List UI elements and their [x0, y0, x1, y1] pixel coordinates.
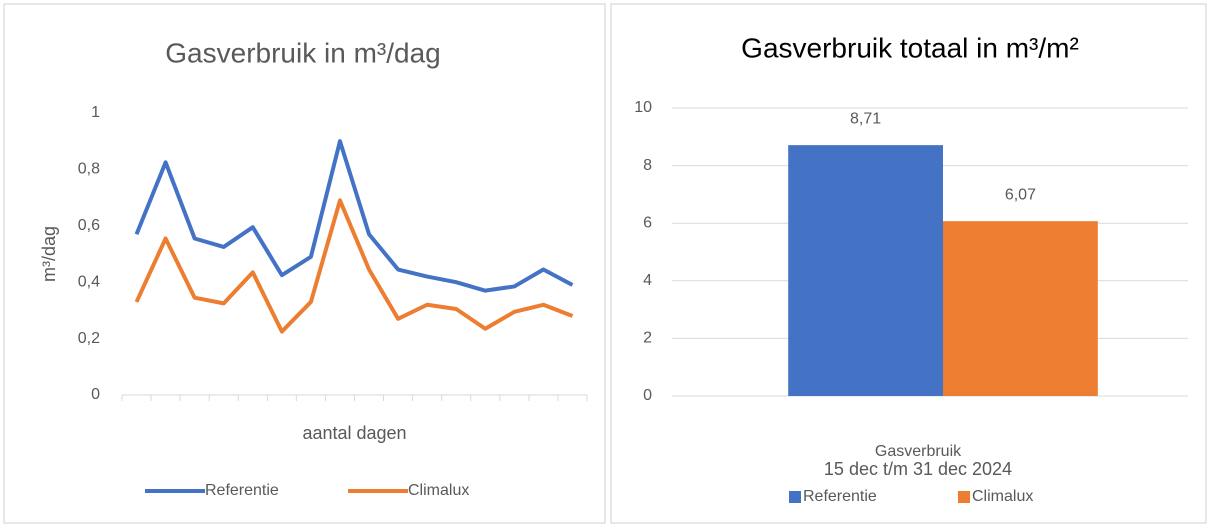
y-tick-label: 0,6: [78, 217, 100, 234]
chart-title: Gasverbruik in m³/dag: [165, 37, 440, 68]
y-axis-label: m³/dag: [39, 226, 59, 282]
legend-swatch: [958, 491, 970, 503]
y-tick-label: 0: [91, 386, 100, 403]
bar: [788, 145, 943, 396]
y-tick-label: 0,4: [78, 273, 100, 290]
x-axis-label: aantal dagen: [302, 423, 406, 443]
x-tick-label: Gasverbruik: [875, 443, 962, 460]
chart-title: Gasverbruik totaal in m³/m²: [741, 32, 1079, 63]
data-label: 8,71: [850, 110, 881, 127]
data-label: 6,07: [1005, 186, 1036, 203]
line-series: [134, 139, 574, 293]
y-tick-label: 4: [643, 272, 652, 289]
y-tick-label: 0,8: [78, 161, 100, 178]
panel: [3, 3, 606, 524]
y-tick-label: 10: [634, 99, 652, 116]
legend-label: Referentie: [803, 488, 877, 505]
y-tick-label: 0,2: [78, 330, 100, 347]
y-tick-label: 2: [643, 330, 652, 347]
y-tick-label: 1: [91, 104, 100, 121]
legend-label: Climalux: [972, 488, 1033, 505]
y-tick-label: 6: [643, 214, 652, 231]
x-axis-label: 15 dec t/m 31 dec 2024: [824, 459, 1012, 479]
bar: [943, 221, 1098, 396]
y-tick-label: 8: [643, 157, 652, 174]
legend-label: Climalux: [408, 482, 469, 499]
legend-label: Referentie: [205, 482, 279, 499]
legend-swatch: [789, 491, 801, 503]
line-series: [134, 198, 574, 334]
y-tick-label: 0: [643, 387, 652, 404]
